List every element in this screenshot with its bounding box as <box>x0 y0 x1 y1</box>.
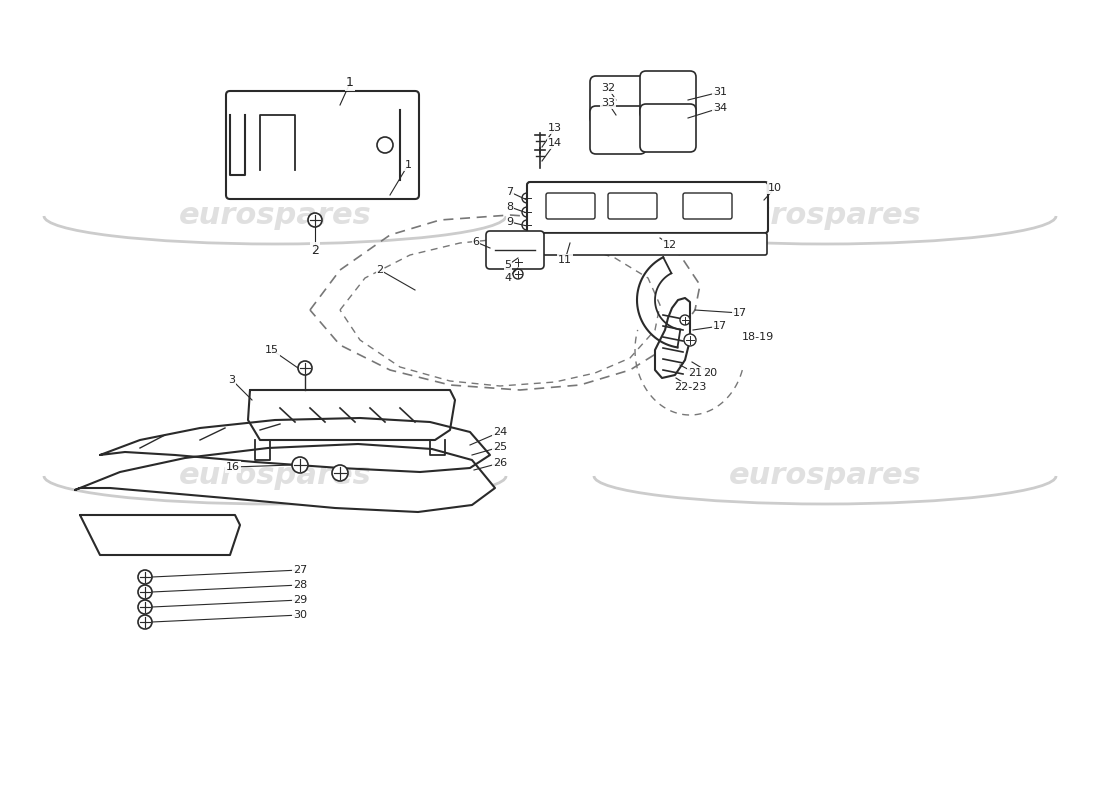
Text: 15: 15 <box>265 345 279 355</box>
Text: 17: 17 <box>733 308 747 318</box>
Circle shape <box>522 220 532 230</box>
Text: 1: 1 <box>405 160 411 170</box>
Text: 10: 10 <box>768 183 782 193</box>
Circle shape <box>292 457 308 473</box>
Text: eurospares: eurospares <box>728 202 922 230</box>
Text: 4: 4 <box>505 273 512 283</box>
Circle shape <box>298 361 312 375</box>
FancyBboxPatch shape <box>226 91 419 199</box>
Text: 17: 17 <box>713 321 727 331</box>
Circle shape <box>684 334 696 346</box>
Polygon shape <box>654 298 690 378</box>
Text: 21: 21 <box>688 368 702 378</box>
Text: 14: 14 <box>548 138 562 148</box>
Text: 22-23: 22-23 <box>674 382 706 392</box>
Text: 16: 16 <box>226 462 240 472</box>
Text: 24: 24 <box>493 427 507 437</box>
Text: 25: 25 <box>493 442 507 452</box>
Circle shape <box>680 315 690 325</box>
FancyBboxPatch shape <box>527 182 768 233</box>
Circle shape <box>513 269 522 279</box>
Text: 29: 29 <box>293 595 307 605</box>
Circle shape <box>138 600 152 614</box>
Polygon shape <box>100 418 490 472</box>
FancyBboxPatch shape <box>590 76 646 124</box>
Circle shape <box>660 120 676 136</box>
Circle shape <box>522 193 532 203</box>
Polygon shape <box>80 515 240 555</box>
FancyBboxPatch shape <box>486 231 544 269</box>
Text: 27: 27 <box>293 565 307 575</box>
Text: 1: 1 <box>346 77 354 90</box>
FancyBboxPatch shape <box>683 193 732 219</box>
Text: 9: 9 <box>506 217 514 227</box>
Text: 18-19: 18-19 <box>741 332 774 342</box>
Circle shape <box>513 257 522 267</box>
Circle shape <box>138 570 152 584</box>
Text: 28: 28 <box>293 580 307 590</box>
Circle shape <box>522 207 532 217</box>
Text: 3: 3 <box>229 375 235 385</box>
Circle shape <box>610 92 626 108</box>
Text: 33: 33 <box>601 98 615 108</box>
Text: eurospares: eurospares <box>178 462 372 490</box>
Text: 5: 5 <box>505 260 512 270</box>
Text: 26: 26 <box>493 458 507 468</box>
Text: 31: 31 <box>713 87 727 97</box>
Text: 30: 30 <box>293 610 307 620</box>
Circle shape <box>138 615 152 629</box>
Text: eurospares: eurospares <box>178 202 372 230</box>
Circle shape <box>377 137 393 153</box>
Text: 12: 12 <box>663 240 678 250</box>
Text: eurospares: eurospares <box>728 462 922 490</box>
Text: 7: 7 <box>506 187 514 197</box>
Text: 34: 34 <box>713 103 727 113</box>
Circle shape <box>660 87 676 103</box>
Circle shape <box>138 585 152 599</box>
FancyBboxPatch shape <box>543 233 767 255</box>
FancyBboxPatch shape <box>608 193 657 219</box>
Polygon shape <box>248 390 455 440</box>
Text: 2: 2 <box>311 243 319 257</box>
Circle shape <box>308 213 322 227</box>
Polygon shape <box>75 444 495 512</box>
FancyBboxPatch shape <box>640 71 696 119</box>
Text: 8: 8 <box>506 202 514 212</box>
Text: 2: 2 <box>376 265 384 275</box>
Circle shape <box>332 465 348 481</box>
Text: 11: 11 <box>558 255 572 265</box>
FancyBboxPatch shape <box>546 193 595 219</box>
Text: 13: 13 <box>548 123 562 133</box>
Circle shape <box>610 122 626 138</box>
FancyBboxPatch shape <box>640 104 696 152</box>
Text: 6: 6 <box>473 237 480 247</box>
Text: 20: 20 <box>703 368 717 378</box>
Text: 32: 32 <box>601 83 615 93</box>
FancyBboxPatch shape <box>590 106 646 154</box>
